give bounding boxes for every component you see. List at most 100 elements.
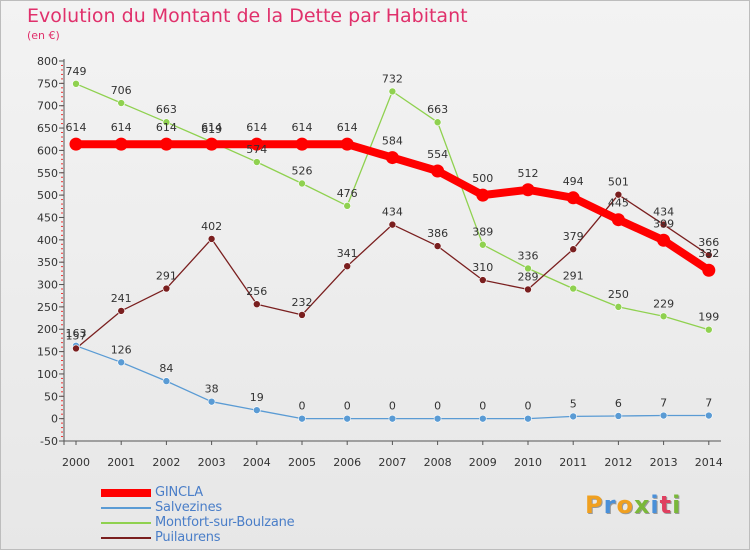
y-tick-label: 350 xyxy=(37,256,58,269)
data-label-gincla: 614 xyxy=(201,121,222,134)
data-point-salvezines xyxy=(659,411,668,420)
data-point-puilaurens xyxy=(478,276,487,284)
legend-item-montfort: Montfort-sur-Boulzane xyxy=(101,515,295,530)
data-label-gincla: 614 xyxy=(156,121,177,134)
data-point-gincla xyxy=(295,137,309,151)
legend-item-gincla: GINCLA xyxy=(101,485,294,500)
data-label-salvezines: 0 xyxy=(344,400,351,413)
logo-letter: r xyxy=(603,491,617,519)
legend-label-gincla: GINCLA xyxy=(155,485,203,500)
data-point-puilaurens xyxy=(614,190,623,199)
data-label-montfort-sur-boulzane: 663 xyxy=(427,103,448,116)
y-tick-label: 0 xyxy=(51,413,58,426)
logo-letter: x xyxy=(633,491,651,519)
y-tick-label: 50 xyxy=(44,390,58,403)
data-point-montfort-sur-boulzane xyxy=(614,303,623,311)
x-tick-label: 2003 xyxy=(198,456,226,469)
y-tick-label: -50 xyxy=(40,435,58,448)
data-point-gincla xyxy=(114,137,128,151)
data-point-puilaurens xyxy=(433,242,442,250)
data-point-puilaurens xyxy=(388,220,397,229)
x-tick-label: 2002 xyxy=(152,456,180,469)
data-label-salvezines: 163 xyxy=(66,327,87,340)
data-label-salvezines: 6 xyxy=(615,397,622,410)
data-point-puilaurens xyxy=(569,245,578,254)
data-label-gincla: 494 xyxy=(563,175,584,188)
data-label-salvezines: 19 xyxy=(250,391,264,404)
data-label-gincla: 512 xyxy=(518,167,539,180)
data-label-puilaurens: 366 xyxy=(698,236,719,249)
data-label-montfort-sur-boulzane: 336 xyxy=(518,249,539,262)
data-label-puilaurens: 402 xyxy=(201,220,222,233)
data-point-puilaurens xyxy=(207,235,216,243)
data-point-montfort-sur-boulzane xyxy=(343,202,352,210)
y-tick-label: 450 xyxy=(37,211,58,224)
x-tick-label: 2000 xyxy=(62,456,90,469)
data-point-montfort-sur-boulzane xyxy=(433,118,442,127)
data-label-gincla: 332 xyxy=(698,247,719,260)
data-label-puilaurens: 241 xyxy=(111,292,132,305)
data-label-montfort-sur-boulzane: 663 xyxy=(156,103,177,116)
data-point-montfort-sur-boulzane xyxy=(298,179,306,188)
data-point-puilaurens xyxy=(298,311,306,319)
data-point-montfort-sur-boulzane xyxy=(117,99,125,107)
data-point-gincla xyxy=(159,137,173,151)
data-label-puilaurens: 434 xyxy=(382,206,403,219)
data-point-puilaurens xyxy=(162,284,171,293)
data-point-montfort-sur-boulzane xyxy=(72,80,80,88)
data-label-puilaurens: 341 xyxy=(337,247,358,260)
data-label-montfort-sur-boulzane: 291 xyxy=(563,270,584,283)
data-point-gincla xyxy=(702,263,716,277)
data-label-montfort-sur-boulzane: 526 xyxy=(292,164,313,177)
y-tick-label: 550 xyxy=(37,167,58,180)
data-point-salvezines xyxy=(433,414,442,423)
y-tick-label: 250 xyxy=(37,301,58,314)
data-label-montfort-sur-boulzane: 574 xyxy=(246,143,267,156)
legend-label-puilaurens: Puilaurens xyxy=(155,530,221,545)
data-point-gincla xyxy=(205,137,219,151)
data-point-salvezines xyxy=(117,358,125,367)
x-tick-label: 2005 xyxy=(288,456,316,469)
data-label-puilaurens: 310 xyxy=(472,261,493,274)
x-tick-label: 2007 xyxy=(378,456,406,469)
data-label-gincla: 614 xyxy=(111,121,132,134)
x-tick-label: 2004 xyxy=(243,456,271,469)
data-label-puilaurens: 434 xyxy=(653,206,674,219)
data-point-salvezines xyxy=(162,377,171,385)
data-point-salvezines xyxy=(478,414,487,423)
data-point-gincla xyxy=(431,164,445,178)
legend-item-salvezines: Salvezines xyxy=(101,500,294,515)
data-point-salvezines xyxy=(704,411,713,420)
data-label-puilaurens: 386 xyxy=(427,227,448,240)
data-label-montfort-sur-boulzane: 749 xyxy=(66,65,87,78)
data-point-salvezines xyxy=(388,414,397,423)
data-point-montfort-sur-boulzane xyxy=(388,87,397,96)
data-label-montfort-sur-boulzane: 229 xyxy=(653,297,674,310)
data-point-gincla xyxy=(611,213,625,227)
legend-swatch-gincla xyxy=(101,488,151,497)
x-tick-label: 2013 xyxy=(650,456,678,469)
x-tick-label: 2010 xyxy=(514,456,542,469)
logo-letter: t xyxy=(659,491,673,519)
data-point-puilaurens xyxy=(524,285,532,294)
data-point-montfort-sur-boulzane xyxy=(253,158,261,166)
legend-swatch-salvezines xyxy=(101,506,151,509)
x-tick-label: 2012 xyxy=(604,456,632,469)
data-label-montfort-sur-boulzane: 250 xyxy=(608,288,629,301)
data-label-montfort-sur-boulzane: 619 xyxy=(201,123,222,136)
y-tick-label: 200 xyxy=(37,323,58,336)
y-tick-label: 150 xyxy=(37,346,58,359)
data-point-puilaurens xyxy=(704,251,713,259)
data-point-puilaurens xyxy=(343,262,352,271)
data-label-montfort-sur-boulzane: 199 xyxy=(698,311,719,324)
proxiti-logo: Proxiti xyxy=(585,491,681,519)
data-label-puilaurens: 379 xyxy=(563,230,584,243)
data-point-montfort-sur-boulzane xyxy=(478,240,487,249)
data-label-salvezines: 0 xyxy=(389,400,396,413)
logo-letter: o xyxy=(616,491,634,519)
data-label-salvezines: 0 xyxy=(434,400,441,413)
logo-letter: i xyxy=(672,491,682,519)
data-point-salvezines xyxy=(207,397,216,406)
